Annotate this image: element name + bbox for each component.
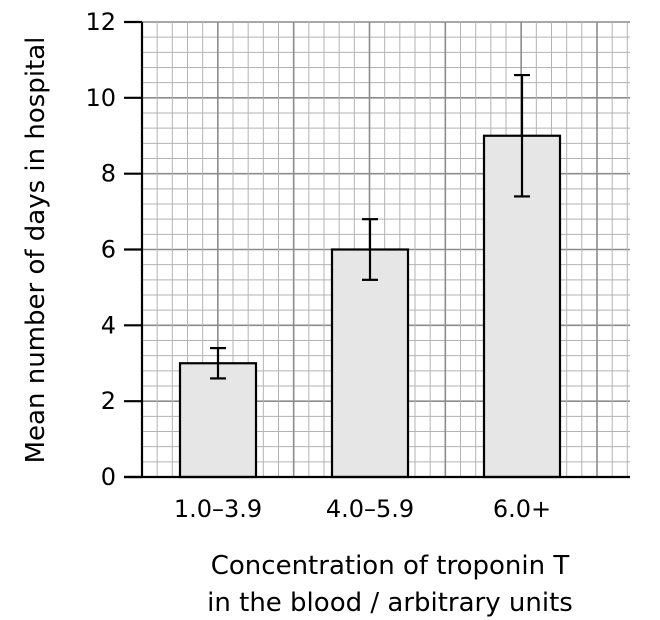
bar [330,248,410,479]
y-tick-label: 8 [101,160,116,188]
axes [124,20,630,479]
x-axis-title-line-2: in the blood / arbitrary units [207,588,573,618]
error-bars [210,73,530,380]
x-tick-label: 6.0+ [493,495,551,523]
y-tick-label: 12 [85,8,116,36]
y-tick-labels: 0 2 4 6 8 10 12 [85,8,116,491]
y-tick-label: 0 [101,463,116,491]
y-axis-title: Mean number of days in hospital [21,37,51,464]
x-tick-label: 1.0–3.9 [174,495,262,523]
x-tick-labels: 1.0–3.9 4.0–5.9 6.0+ [174,495,551,523]
y-tick-label: 6 [101,236,116,264]
y-tick-label: 2 [101,387,116,415]
y-tick-label: 4 [101,311,116,339]
y-tick-label: 10 [85,84,116,112]
x-axis-title-line-1: Concentration of troponin T [211,551,570,581]
x-tick-label: 4.0–5.9 [326,495,414,523]
bar [178,362,258,479]
